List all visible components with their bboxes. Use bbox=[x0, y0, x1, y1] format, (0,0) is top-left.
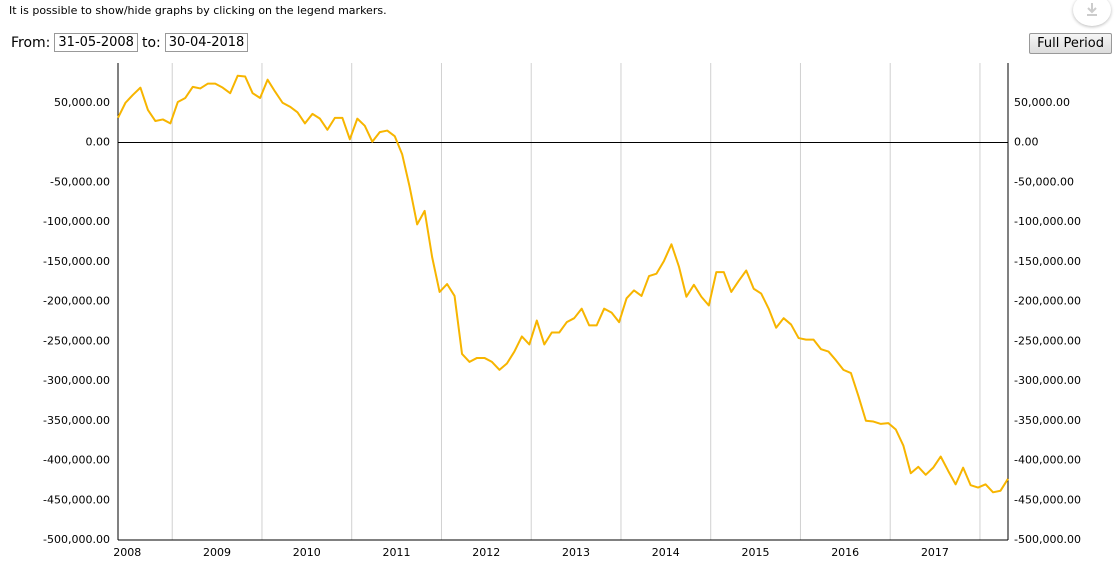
x-tick-label: 2011 bbox=[382, 546, 410, 559]
y-tick-label: -350,000.00 bbox=[43, 414, 110, 427]
x-tick-label: 2009 bbox=[203, 546, 231, 559]
to-input[interactable]: 30-04-2018 bbox=[164, 33, 249, 52]
y2-tick-label: -350,000.00 bbox=[1014, 414, 1081, 427]
y2-tick-label: -450,000.00 bbox=[1014, 493, 1081, 506]
y2-tick-label: -100,000.00 bbox=[1014, 215, 1081, 228]
y2-tick-label: -150,000.00 bbox=[1014, 255, 1081, 268]
hint-text: It is possible to show/hide graphs by cl… bbox=[9, 4, 387, 17]
x-tick-label: 2012 bbox=[472, 546, 500, 559]
y-tick-label: -250,000.00 bbox=[43, 334, 110, 347]
y-tick-label: -400,000.00 bbox=[43, 454, 110, 467]
y-tick-label: 0.00 bbox=[86, 136, 111, 149]
y2-tick-label: -250,000.00 bbox=[1014, 334, 1081, 347]
x-tick-label: 2008 bbox=[113, 546, 141, 559]
y2-tick-label: -300,000.00 bbox=[1014, 374, 1081, 387]
y2-tick-label: 50,000.00 bbox=[1014, 96, 1070, 109]
x-tick-label: 2013 bbox=[562, 546, 590, 559]
y2-tick-label: -200,000.00 bbox=[1014, 295, 1081, 308]
x-tick-label: 2016 bbox=[831, 546, 859, 559]
y-tick-label: -150,000.00 bbox=[43, 255, 110, 268]
x-tick-label: 2014 bbox=[652, 546, 680, 559]
y-tick-label: -500,000.00 bbox=[43, 533, 110, 546]
date-range: From: 31-05-2008 to: 30-04-2018 bbox=[11, 33, 249, 52]
data-line bbox=[117, 74, 1009, 494]
y-tick-label: -300,000.00 bbox=[43, 374, 110, 387]
y2-tick-label: 0.00 bbox=[1014, 136, 1039, 149]
x-tick-label: 2015 bbox=[741, 546, 769, 559]
y2-tick-label: -50,000.00 bbox=[1014, 175, 1074, 188]
y2-tick-label: -500,000.00 bbox=[1014, 533, 1081, 546]
y-tick-label: 50,000.00 bbox=[54, 96, 110, 109]
y-tick-label: -100,000.00 bbox=[43, 215, 110, 228]
from-label: From: bbox=[11, 34, 51, 51]
y-tick-label: -50,000.00 bbox=[50, 175, 110, 188]
x-tick-label: 2017 bbox=[921, 546, 949, 559]
from-input[interactable]: 31-05-2008 bbox=[54, 33, 138, 52]
y-tick-label: -450,000.00 bbox=[43, 493, 110, 506]
full-period-button[interactable]: Full Period bbox=[1029, 33, 1112, 54]
to-label: to: bbox=[141, 34, 161, 51]
download-icon bbox=[1087, 3, 1097, 16]
x-tick-label: 2010 bbox=[293, 546, 321, 559]
export-button[interactable] bbox=[1073, 0, 1111, 26]
y-tick-label: -200,000.00 bbox=[43, 295, 110, 308]
y2-tick-label: -400,000.00 bbox=[1014, 454, 1081, 467]
